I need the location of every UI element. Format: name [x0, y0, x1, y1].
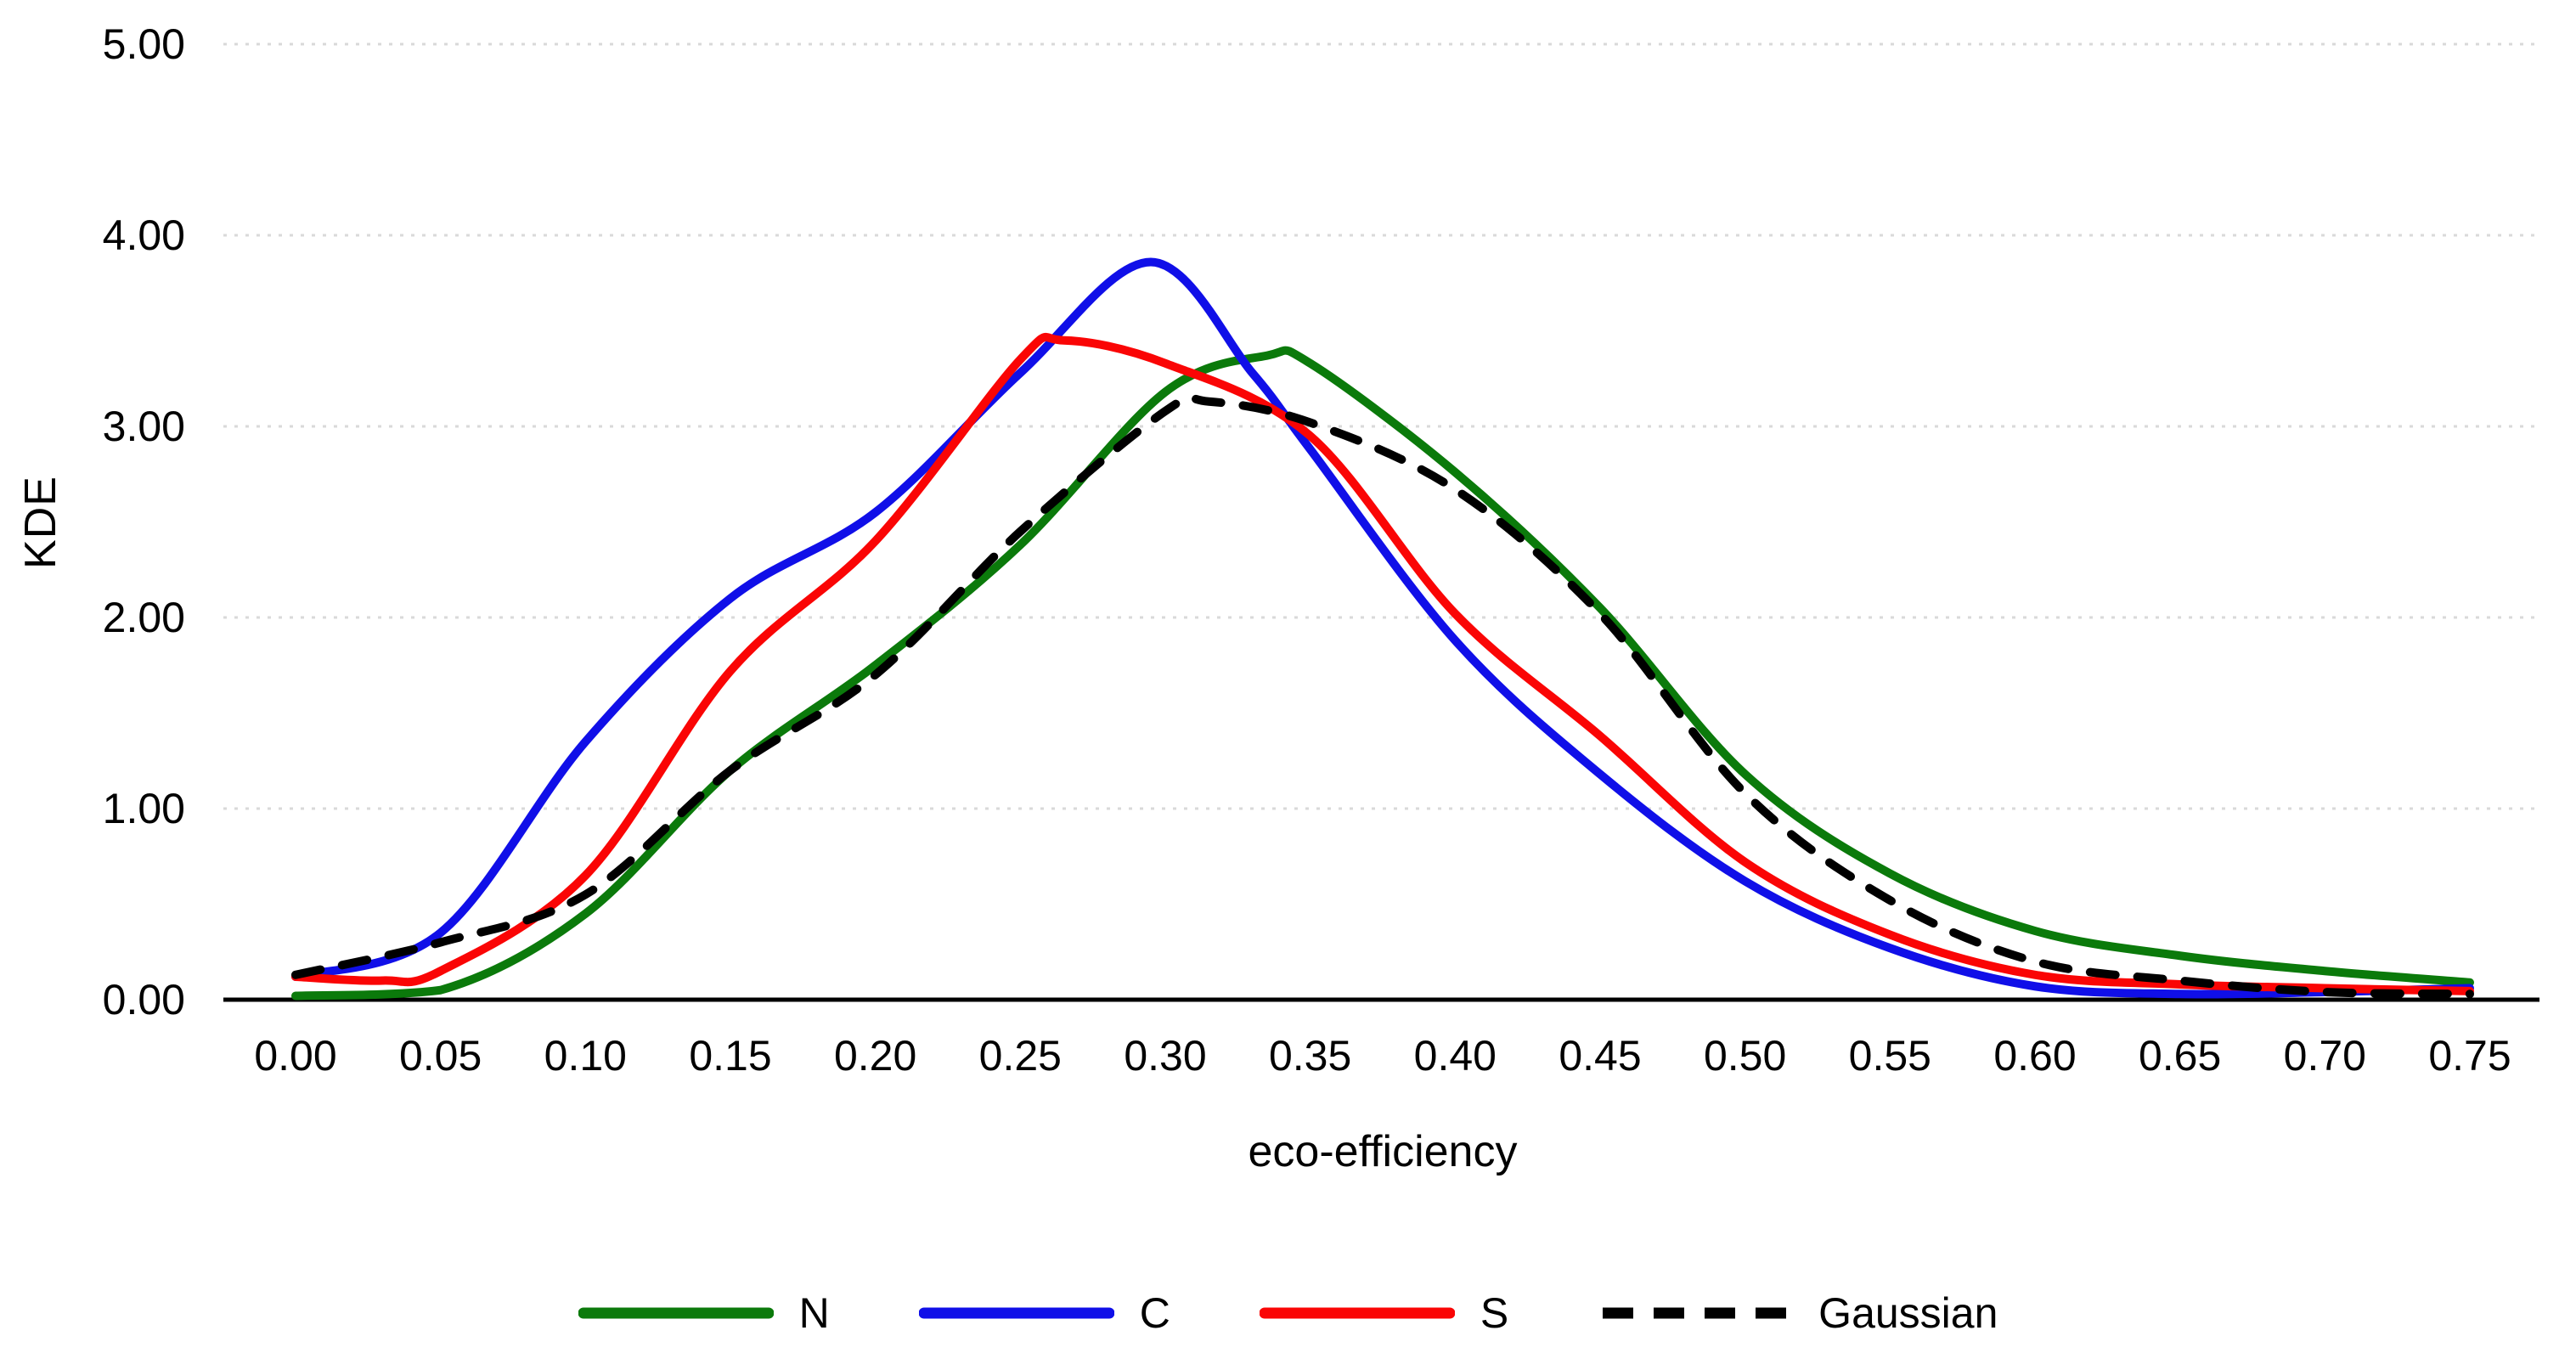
x-tick-label-0.25: 0.25 — [978, 1032, 1062, 1080]
x-tick-label-0.70: 0.70 — [2283, 1032, 2366, 1080]
y-tick-label-5.00: 5.00 — [102, 20, 185, 68]
y-axis-title: KDE — [16, 476, 65, 569]
legend-item-n: N — [578, 1289, 830, 1337]
legend-label-c: C — [1139, 1289, 1170, 1337]
y-tick-label-0.00: 0.00 — [102, 976, 185, 1023]
x-tick-label-0.45: 0.45 — [1559, 1032, 1642, 1080]
x-tick-label-0.20: 0.20 — [833, 1032, 917, 1080]
x-tick-label-0.55: 0.55 — [1848, 1032, 1931, 1080]
legend-swatch-n — [578, 1307, 774, 1319]
x-tick-label-0.30: 0.30 — [1124, 1032, 1207, 1080]
x-tick-label-0.10: 0.10 — [544, 1032, 627, 1080]
x-axis-title: eco-efficiency — [1248, 1127, 1518, 1176]
legend-swatch-gaussian — [1603, 1307, 1789, 1319]
x-tick-label-0.50: 0.50 — [1703, 1032, 1787, 1080]
x-tick-label-0.60: 0.60 — [1993, 1032, 2077, 1080]
curve-s — [291, 332, 2474, 995]
curve-c — [291, 257, 2474, 999]
legend-swatch-c — [918, 1307, 1114, 1319]
y-tick-label-3.00: 3.00 — [102, 403, 185, 450]
legend-label-gaussian: Gaussian — [1818, 1289, 1998, 1337]
y-tick-label-4.00: 4.00 — [102, 211, 185, 259]
legend-item-s: S — [1259, 1289, 1509, 1337]
legend-item-c: C — [918, 1289, 1170, 1337]
x-tick-label-0.05: 0.05 — [398, 1032, 482, 1080]
legend-label-s: S — [1480, 1289, 1509, 1337]
x-tick-label-0.65: 0.65 — [2138, 1032, 2222, 1080]
x-tick-label-0.35: 0.35 — [1268, 1032, 1352, 1080]
y-tick-label-2.00: 2.00 — [102, 594, 185, 641]
x-tick-label-0.00: 0.00 — [254, 1032, 337, 1080]
chart-legend: N C S Gaussian — [0, 1289, 2576, 1337]
legend-swatch-s — [1259, 1307, 1455, 1319]
y-tick-label-1.00: 1.00 — [102, 785, 185, 832]
x-tick-label-0.15: 0.15 — [689, 1032, 772, 1080]
curve-gaussian — [291, 393, 2474, 999]
legend-label-n: N — [798, 1289, 830, 1337]
x-tick-label-0.75: 0.75 — [2428, 1032, 2511, 1080]
legend-item-gaussian: Gaussian — [1598, 1289, 1998, 1337]
x-tick-label-0.40: 0.40 — [1413, 1032, 1497, 1080]
